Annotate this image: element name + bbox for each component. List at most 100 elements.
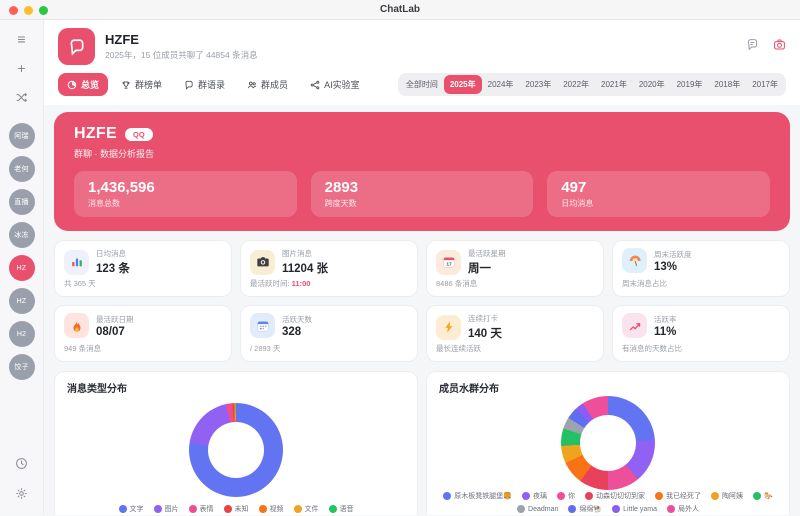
report-hero-card: HZFE QQ 群聊 · 数据分析报告 1,436,596 消息总数 2893 跨度天… (54, 112, 790, 231)
donut-hole (580, 415, 636, 471)
settings-gear-icon[interactable] (15, 487, 28, 505)
feedback-bubble-icon[interactable] (746, 38, 759, 56)
sidebar-chat-avatar[interactable]: 冰冻 (8, 222, 35, 248)
legend-item[interactable]: 局外人 (666, 504, 699, 514)
sidebar-chat-avatar[interactable]: HZ (8, 255, 35, 281)
window-title: ChatLab (380, 4, 420, 15)
year-filter-button[interactable]: 全部时间 (400, 75, 444, 94)
stat-card-label: 活跃天数 (282, 314, 312, 324)
legend-dot (711, 492, 719, 500)
legend-label: 夜璃 (533, 493, 547, 500)
stat-card-top: 最活跃日期 08/07 (64, 313, 222, 338)
tab-lab[interactable]: AI实验室 (301, 73, 369, 96)
legend-label: 表情 (199, 506, 214, 513)
page-title: HZFE (105, 32, 139, 47)
legend-item[interactable]: 我已经死了 (655, 491, 701, 501)
sidebar-chat-avatar[interactable]: HZ (8, 288, 35, 314)
legend-label: 🐎 (764, 493, 773, 500)
legend-label: 动森切切切到家 (596, 493, 645, 500)
legend-dot (153, 505, 162, 513)
minimize-window-button[interactable] (24, 5, 33, 15)
legend-item[interactable]: 陶阿姨 (711, 491, 743, 501)
stat-card-label: 连续打卡 (468, 314, 498, 323)
tab-quotes[interactable]: 群语录 (175, 73, 234, 96)
legend-item[interactable]: 夜璃 (522, 491, 547, 501)
sidebar-chat-avatar[interactable]: 老何 (8, 156, 35, 182)
legend-item[interactable]: Little yama (612, 504, 657, 514)
year-filter-button[interactable]: 2017年 (746, 75, 784, 94)
legend-dot (753, 492, 761, 500)
legend-dot (585, 492, 593, 500)
legend-item[interactable]: Deadman (517, 504, 558, 514)
stat-card: 日均消息 123 条共 365 天 (54, 240, 232, 297)
year-filter-button[interactable]: 2018年 (708, 75, 746, 94)
sidebar-chat-avatar-label: HZ (16, 297, 27, 305)
menu-icon[interactable]: ≡ (17, 31, 26, 47)
year-filter-button[interactable]: 2025年 (443, 75, 482, 94)
add-chat-icon[interactable]: + (17, 60, 26, 76)
year-filter-button[interactable]: 2020年 (633, 75, 671, 94)
stat-card-top: 日均消息 123 条 (64, 248, 222, 276)
stat-card-footer-accent: 11:00 (291, 279, 311, 288)
legend-dot (118, 505, 127, 513)
legend-item[interactable]: 文字 (118, 504, 144, 514)
year-filter-button[interactable]: 2023年 (519, 75, 557, 94)
history-icon[interactable] (15, 457, 28, 475)
hero-stat-tile: 497 日均消息 (547, 171, 771, 217)
stat-card-value: 123 条 (96, 263, 130, 275)
stat-card: 活跃率 11% 有消息的天数占比 (612, 305, 790, 362)
legend-label: 视频 (269, 506, 284, 513)
stat-card-value: 13% (654, 260, 678, 273)
stat-card-footer-text: 最活跃时间: (250, 279, 292, 288)
legend-label: 陶阿姨 (722, 493, 743, 500)
year-filter-button[interactable]: 2019年 (671, 75, 709, 94)
legend-label: Little yama (623, 505, 657, 513)
stat-card: 17 最活跃星期 周一 8486 条消息 (426, 240, 604, 297)
zoom-window-button[interactable] (39, 5, 48, 15)
legend-item[interactable]: 原木板凳铁腿堡🍔 (443, 491, 512, 501)
legend-item[interactable]: 你 (557, 491, 575, 501)
lab-icon (310, 80, 320, 90)
screenshot-camera-icon[interactable] (773, 38, 786, 56)
group-avatar (58, 28, 95, 65)
sidebar-chat-avatar-label: 饺子 (14, 364, 29, 371)
shuffle-icon[interactable] (10, 86, 34, 108)
chart-legend: 文字 图片 表情 未知 视频 文件 语音 (67, 504, 405, 515)
legend-item[interactable]: 图片 (153, 504, 179, 514)
year-filter-button[interactable]: 2024年 (482, 75, 520, 94)
legend-item[interactable]: 语音 (328, 504, 354, 514)
legend-item[interactable]: 未知 (223, 504, 249, 514)
stat-card-label: 日均消息 (96, 249, 126, 258)
tab-overview[interactable]: 总览 (58, 73, 109, 96)
sidebar-chat-avatar-label: 阿瑞 (14, 133, 29, 140)
ranking-icon (121, 80, 131, 90)
sidebar-chat-avatar[interactable]: 阿瑞 (8, 123, 35, 149)
year-filter-button[interactable]: 2021年 (595, 75, 633, 94)
legend-item[interactable]: 🐎 (753, 491, 773, 501)
sidebar-chat-avatar[interactable]: 直播 (8, 189, 35, 215)
titlebar: ChatLab (0, 0, 800, 20)
sidebar-chat-avatar[interactable]: H2 (8, 321, 35, 347)
legend-item[interactable]: 文件 (293, 504, 319, 514)
hero-stats: 1,436,596 消息总数 2893 跨度天数 497 日均消息 (74, 171, 771, 217)
tab-members[interactable]: 群成员 (238, 73, 297, 96)
stat-card-top: 周末活跃度 13% (622, 248, 780, 273)
year-filter-button[interactable]: 2022年 (557, 75, 595, 94)
sidebar-chat-avatar[interactable]: 饺子 (8, 354, 35, 380)
stat-card-footer-text: 最长连续活跃 (436, 344, 481, 353)
calendar-blue-icon (250, 313, 275, 338)
stat-card-value: 08/07 (96, 325, 125, 338)
sidebar-chat-avatar-label: H2 (16, 330, 27, 338)
legend-item[interactable]: 绵绵🐏 (568, 504, 602, 514)
stat-card-footer-text: 有消息的天数占比 (622, 344, 682, 353)
legend-item[interactable]: 视频 (258, 504, 284, 514)
legend-dot (328, 505, 337, 513)
calendar-date-icon: 17 (436, 249, 461, 275)
close-window-button[interactable] (9, 5, 18, 15)
camera-dark-icon (250, 249, 275, 275)
legend-item[interactable]: 动森切切切到家 (585, 491, 645, 501)
legend-item[interactable]: 表情 (188, 504, 214, 514)
legend-dot (568, 505, 577, 513)
legend-dot (522, 492, 530, 500)
tab-ranking[interactable]: 群榜单 (112, 73, 171, 96)
